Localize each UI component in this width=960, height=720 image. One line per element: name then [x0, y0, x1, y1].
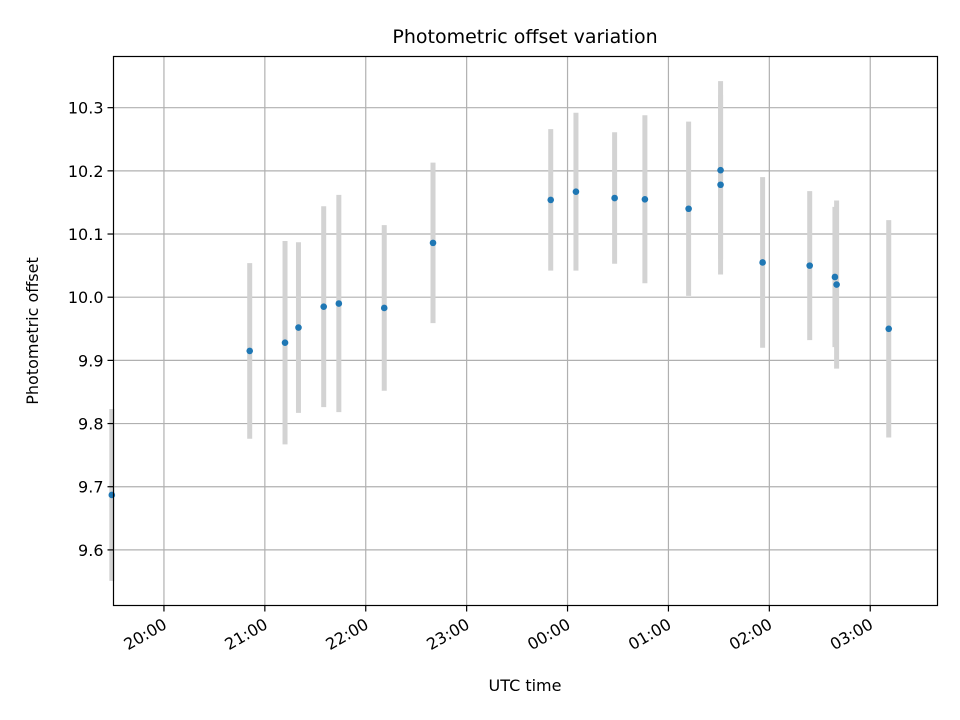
chart-title: Photometric offset variation	[392, 26, 657, 48]
data-point	[717, 181, 724, 189]
data-point	[547, 196, 555, 204]
data-point	[380, 304, 388, 312]
data-point	[281, 339, 289, 346]
y-tick-label: 9.6	[78, 541, 103, 560]
data-point	[429, 239, 437, 247]
data-point	[759, 259, 766, 266]
data-point	[320, 303, 328, 310]
y-tick-label: 10.1	[68, 225, 104, 244]
x-axis-title: UTC time	[489, 676, 562, 695]
data-point	[885, 325, 893, 333]
plot-frame	[112, 55, 939, 607]
y-tick-label: 10.0	[68, 288, 104, 307]
data-point	[806, 262, 813, 269]
y-axis-title: Photometric offset	[23, 257, 42, 405]
y-tick-label: 9.7	[78, 478, 103, 497]
y-axis-ticks: 9.6 9.7 9.8 9.9 10.0 10.1 10.2 10.3	[68, 99, 114, 560]
point-layer	[108, 166, 893, 499]
data-point	[108, 491, 116, 499]
data-point	[685, 205, 692, 213]
y-tick-label: 9.9	[78, 351, 103, 370]
y-tick-label: 9.8	[78, 415, 103, 434]
data-point	[335, 300, 343, 307]
y-tick-label: 10.3	[68, 99, 104, 118]
data-point	[641, 195, 649, 203]
data-point	[611, 194, 618, 202]
data-point	[246, 347, 254, 355]
grid-layer	[113, 56, 938, 606]
data-point	[831, 273, 839, 281]
data-point	[572, 188, 580, 195]
y-tick-label: 10.2	[68, 162, 104, 181]
data-point	[295, 324, 302, 331]
data-point	[717, 166, 724, 174]
data-point	[833, 281, 840, 288]
